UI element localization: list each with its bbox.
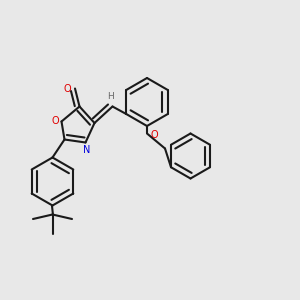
Text: O: O <box>51 116 59 127</box>
Text: N: N <box>83 145 91 155</box>
Text: O: O <box>64 83 71 94</box>
Text: H: H <box>108 92 114 101</box>
Text: O: O <box>151 130 158 140</box>
